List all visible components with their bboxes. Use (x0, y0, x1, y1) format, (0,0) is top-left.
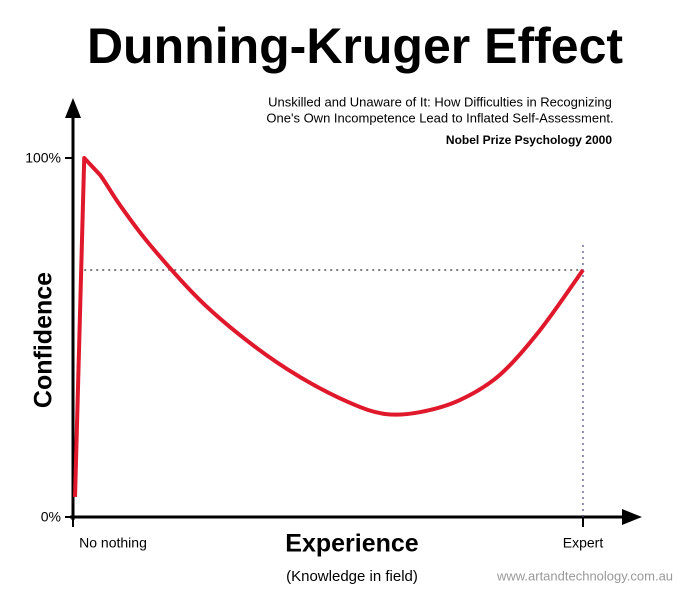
x-axis-sublabel: (Knowledge in field) (286, 568, 418, 585)
x-arrow (622, 509, 642, 525)
x-tick-label: No nothing (79, 535, 147, 551)
y-tick-label: 100% (25, 150, 61, 166)
chart-title: Dunning-Kruger Effect (87, 18, 623, 74)
x-tick-label: Expert (563, 535, 604, 551)
credit: www.artandtechnology.com.au (496, 568, 673, 583)
y-arrow (65, 98, 81, 118)
y-tick-label: 0% (41, 509, 61, 525)
x-axis-label: Experience (285, 530, 419, 558)
y-axis-label: Confidence (30, 272, 58, 408)
note: Nobel Prize Psychology 2000 (446, 133, 612, 147)
subtitle: Unskilled and Unaware of It: How Difficu… (268, 94, 612, 109)
subtitle: One's Own Incompetence Lead to Inflated … (266, 110, 613, 125)
line (73, 156, 585, 497)
